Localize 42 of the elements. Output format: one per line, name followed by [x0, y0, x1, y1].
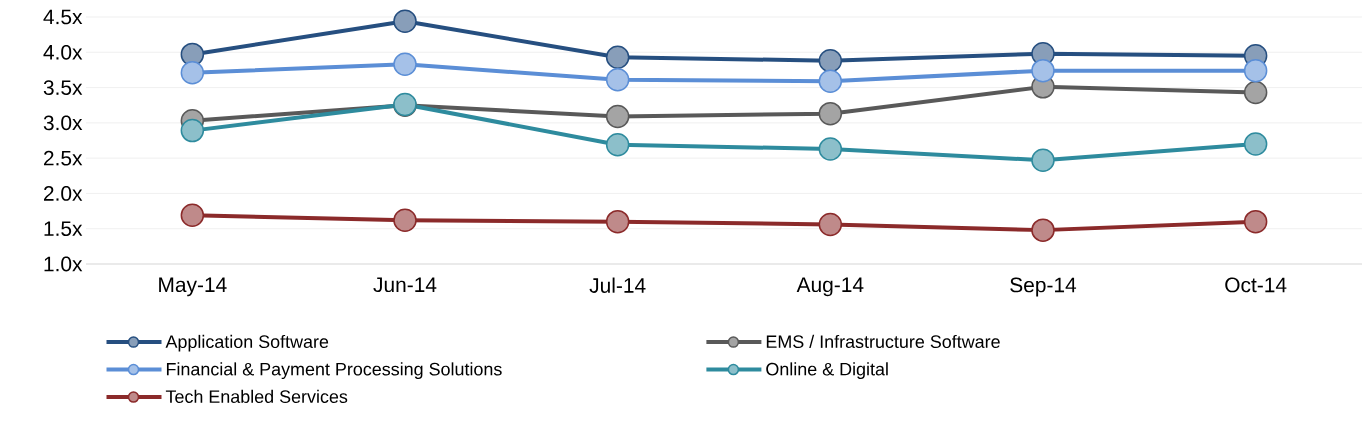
point — [818, 101, 843, 126]
y-tick-label: 4.5x — [43, 9, 83, 25]
legend-label: Application Software — [165, 334, 329, 352]
point — [393, 9, 417, 33]
y-tick-label: 1.5x — [44, 221, 83, 237]
x-tick-label: May-14 — [159, 277, 227, 297]
point — [180, 203, 205, 228]
point — [180, 118, 205, 143]
point — [605, 104, 630, 129]
point — [1243, 58, 1268, 83]
point — [818, 137, 843, 161]
legend-label: Tech Enabled Services — [165, 389, 348, 403]
point — [605, 209, 630, 234]
point — [605, 68, 630, 92]
legend-label: EMS / Infrastructure Software — [766, 334, 1000, 349]
point — [818, 212, 843, 237]
point — [1031, 58, 1055, 83]
point — [393, 52, 417, 77]
y-tick-label: 2.0x — [43, 186, 83, 201]
x-tick-label: Sep-14 — [1010, 277, 1077, 297]
x-tick-label: Jun-14 — [373, 277, 437, 293]
point — [1031, 218, 1055, 242]
point — [1243, 132, 1268, 156]
x-tick-label: Jul-14 — [589, 277, 646, 293]
y-tick-label: 3.0x — [43, 115, 83, 131]
y-tick-label: 3.5x — [43, 80, 83, 95]
point — [180, 61, 205, 85]
point — [1031, 148, 1055, 173]
x-tick-label: Aug-14 — [796, 277, 864, 297]
y-tick-label: 2.5x — [43, 150, 83, 166]
point — [818, 69, 843, 93]
y-tick-label: 4.0x — [43, 44, 83, 60]
point — [1243, 209, 1268, 234]
legend-label: Online & Digital — [766, 362, 888, 380]
point — [393, 208, 417, 232]
legend-label: Financial & Payment Processing Solutions — [166, 362, 502, 380]
point — [605, 132, 630, 157]
point — [605, 45, 630, 69]
point — [818, 49, 843, 73]
point — [1243, 80, 1268, 105]
x-tick-label: Oct-14 — [1225, 277, 1287, 293]
y-tick-label: 1.0x — [44, 256, 83, 272]
